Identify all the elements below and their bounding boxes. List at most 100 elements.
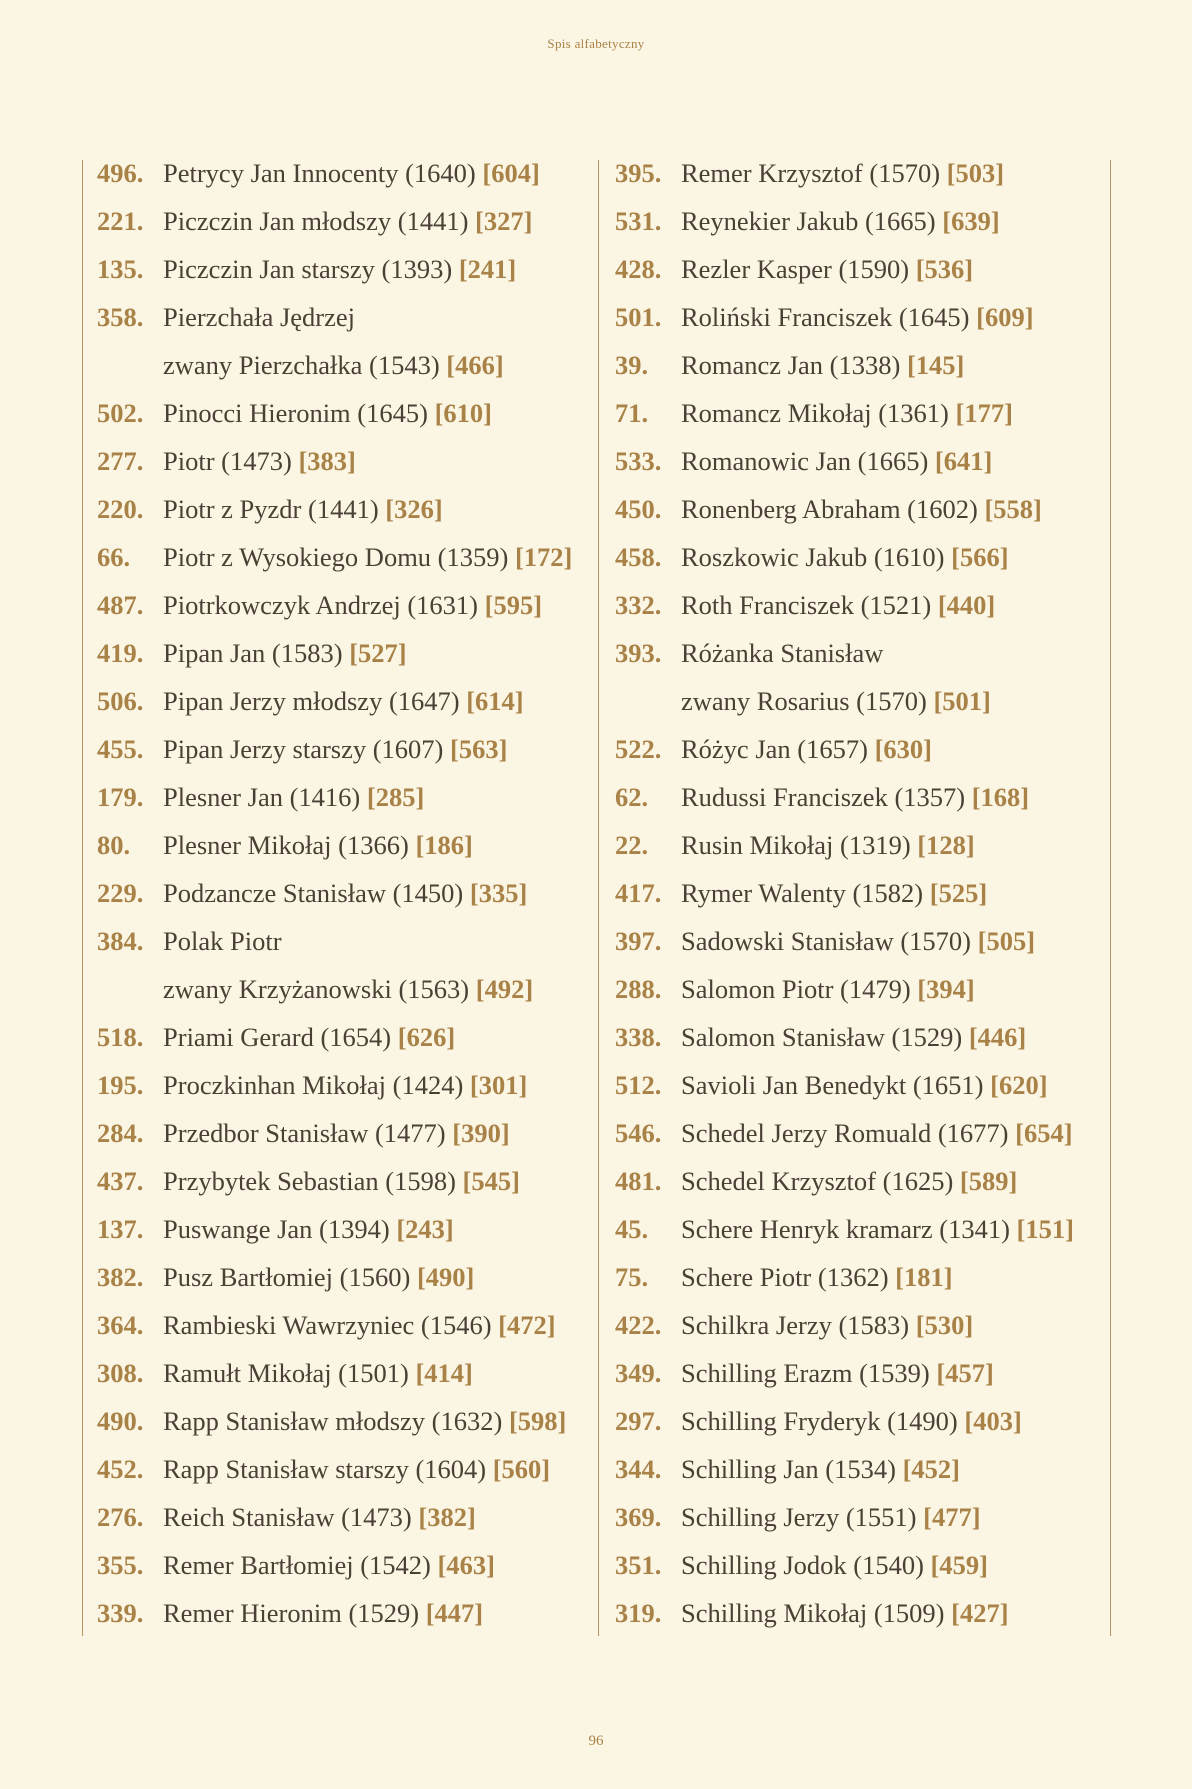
entry-name: Remer Bartłomiej (1542) [463] [163,1541,495,1589]
entry-page-ref: [390] [452,1118,510,1148]
entry-page-ref: [452] [902,1454,960,1484]
entry-page-ref: [383] [298,446,356,476]
entry-number: 450. [615,494,662,524]
entry-text: Piczczin Jan młodszy (1441) [163,206,469,236]
entry-text: Rudussi Franciszek (1357) [681,782,966,812]
entry-page-ref: [558] [984,494,1042,524]
entry-name: Rambieski Wawrzyniec (1546) [472] [163,1301,556,1349]
entry-page-ref: [151] [1016,1214,1074,1244]
entry-number: 344. [615,1454,662,1484]
entry-text: Różyc Jan (1657) [681,734,868,764]
entry-number: 75. [615,1262,649,1292]
entry-name: Pusz Bartłomiej (1560) [490] [163,1253,474,1301]
entry-text: Savioli Jan Benedykt (1651) [681,1070,984,1100]
entry-name: Rymer Walenty (1582) [525] [681,869,987,917]
entry-name: Schilling Erazm (1539) [457] [681,1349,994,1397]
entry-name: Petrycy Jan Innocenty (1640) [604] [163,149,540,197]
entry-number: 437. [97,1166,144,1196]
entry-text: Schere Henryk kramarz (1341) [681,1214,1010,1244]
entry-name: Schedel Krzysztof (1625) [589] [681,1157,1017,1205]
entry-text: Roszkowic Jakub (1610) [681,542,945,572]
entry-text: Salomon Stanisław (1529) [681,1022,963,1052]
entry-text: Salomon Piotr (1479) [681,974,911,1004]
entry-page-ref: [536] [915,254,974,284]
entry-text: Reynekier Jakub (1665) [681,206,936,236]
entry-number: 351. [615,1550,662,1580]
entry-text: Schilling Jodok (1540) [681,1550,924,1580]
entry-text: Ramułt Mikołaj (1501) [163,1358,409,1388]
entry-name: Puswange Jan (1394) [243] [163,1205,454,1253]
entry-number: 502. [97,398,144,428]
entry-text: Roth Franciszek (1521) [681,590,932,620]
entry-page-ref: [326] [385,494,443,524]
entry-number: 364. [97,1310,144,1340]
entry-number: 384. [97,926,144,956]
entry-number: 358. [97,302,144,332]
entry-text: Pipan Jerzy starszy (1607) [163,734,444,764]
entry-number: 458. [615,542,662,572]
entry-text: Romanowic Jan (1665) [681,446,929,476]
entry-text: zwany Pierzchałka (1543) [163,350,440,380]
entry-number: 71. [615,398,649,428]
entry-name: Pinocci Hieronim (1645) [610] [163,389,492,437]
entry-name: Reich Stanisław (1473) [382] [163,1493,476,1541]
entry-page-ref: [566] [951,542,1009,572]
entry-page-ref: [186] [415,830,473,860]
entry-name: Różyc Jan (1657) [630] [681,725,932,773]
entry-text: Rymer Walenty (1582) [681,878,924,908]
entry-page-ref: [527] [349,638,407,668]
entry-text: Piotr (1473) [163,446,292,476]
entry-text: Pusz Bartłomiej (1560) [163,1262,411,1292]
entry-number: 195. [97,1070,144,1100]
entry-name: Rudussi Franciszek (1357) [168] [681,773,1029,821]
entry-number: 531. [615,206,662,236]
entry-number: 546. [615,1118,662,1148]
entry-text: Proczkinhan Mikołaj (1424) [163,1070,464,1100]
entry-text: Podzancze Stanisław (1450) [163,878,464,908]
entry-page-ref: [505] [977,926,1036,956]
entry-name: Schilling Jan (1534) [452] [681,1445,960,1493]
entry-name: Schilling Fryderyk (1490) [403] [681,1397,1022,1445]
entry-text: Przybytek Sebastian (1598) [163,1166,456,1196]
entry-name: Przybytek Sebastian (1598) [545] [163,1157,520,1205]
entry-page-ref: [327] [475,206,533,236]
entry-name: Rapp Stanisław młodszy (1632) [598] [163,1397,566,1445]
entry-page-ref: [243] [396,1214,454,1244]
entry-page-ref: [177] [955,398,1013,428]
entry-text: Rapp Stanisław młodszy (1632) [163,1406,503,1436]
entry-name: Remer Krzysztof (1570) [503] [681,149,1004,197]
entry-text: Rapp Stanisław starszy (1604) [163,1454,487,1484]
entry-name: Piczczin Jan starszy (1393) [241] [163,245,516,293]
entry-name: Pipan Jerzy starszy (1607) [563] [163,725,507,773]
entry-page-ref: [128] [917,830,975,860]
entry-number: 135. [97,254,144,284]
entry-name: Romancz Jan (1338) [145] [681,341,964,389]
entry-name: Schedel Jerzy Romuald (1677) [654] [681,1109,1073,1157]
entry-name: Roliński Franciszek (1645) [609] [681,293,1034,341]
entry-number: 496. [97,158,144,188]
entry-page-ref: [604] [482,158,540,188]
entry-text: Pipan Jerzy młodszy (1647) [163,686,460,716]
entry-name: Pipan Jan (1583) [527] [163,629,407,677]
entry-number: 284. [97,1118,144,1148]
entry-text: Schilling Jan (1534) [681,1454,896,1484]
entry-text: Polak Piotr [163,926,282,956]
entry-number: 395. [615,158,662,188]
entry-number: 80. [97,830,131,860]
entry-text: Piotr z Wysokiego Domu (1359) [163,542,509,572]
entry-number: 452. [97,1454,144,1484]
entry-name: Romanowic Jan (1665) [641] [681,437,992,485]
left-rule [82,160,83,1636]
entry-page-ref: [447] [425,1598,484,1628]
entry-number: 229. [97,878,144,908]
entry-name: Salomon Stanisław (1529) [446] [681,1013,1026,1061]
entry-page-ref: [654] [1015,1118,1073,1148]
entry-name: Piotr z Pyzdr (1441) [326] [163,485,443,533]
entry-page-ref: [501] [933,686,991,716]
entry-page-ref: [172] [514,542,573,572]
entry-name: Proczkinhan Mikołaj (1424) [301] [163,1061,527,1109]
entry-number: 297. [615,1406,662,1436]
entry-number: 487. [97,590,144,620]
entry-name: zwany Pierzchałka (1543) [466] [163,341,504,389]
entry-page-ref: [457] [936,1358,994,1388]
